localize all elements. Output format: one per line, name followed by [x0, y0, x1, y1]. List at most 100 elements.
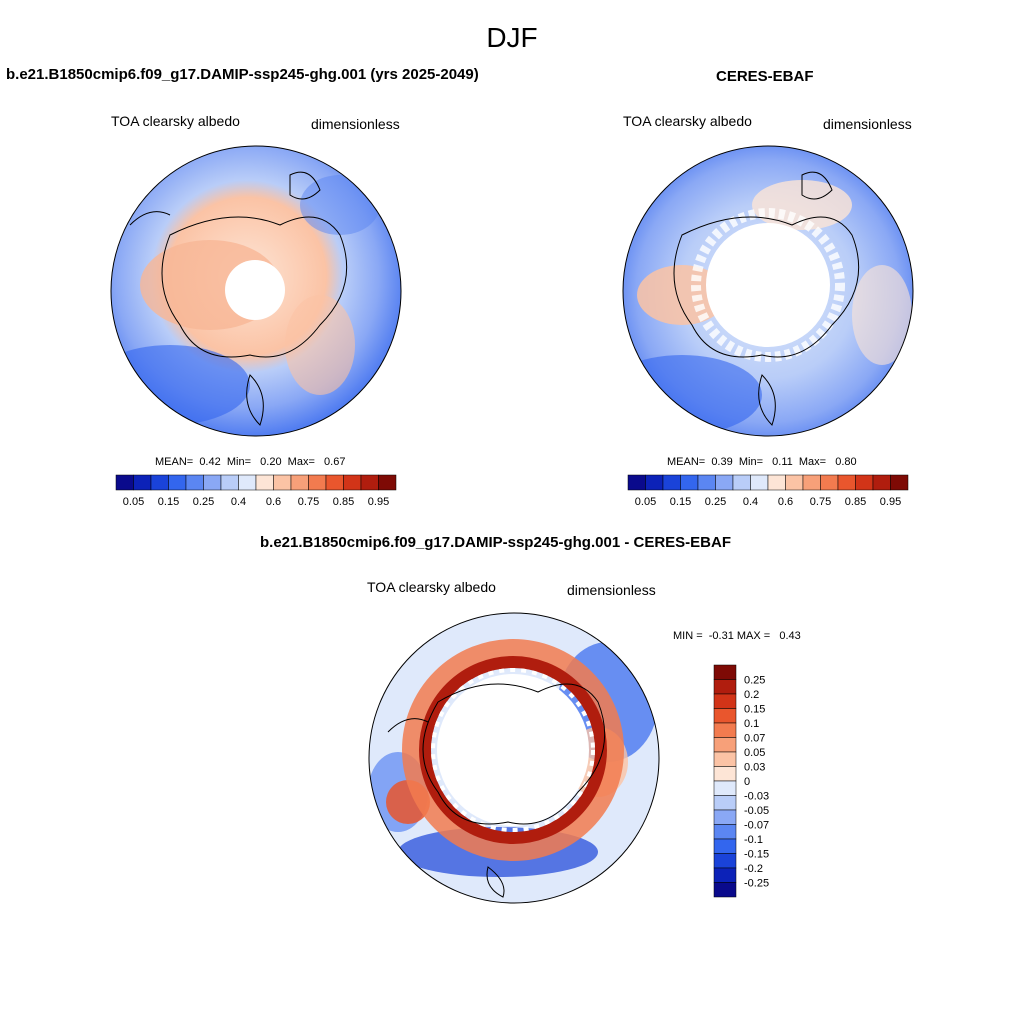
right-variable-label: TOA clearsky albedo	[623, 113, 752, 129]
colorbar-swatch	[713, 664, 737, 680]
colorbar-tick-label: 0.4	[231, 496, 246, 508]
left-polar-map	[110, 145, 402, 437]
colorbar-tick-label: 0.25	[193, 496, 214, 508]
colorbar-swatch	[115, 474, 134, 491]
left-stats: MEAN= 0.42 Min= 0.20 Max= 0.67	[155, 456, 346, 468]
right-units-label: dimensionless	[823, 116, 912, 132]
colorbar-swatch	[308, 474, 327, 491]
colorbar-swatch	[713, 737, 737, 753]
colorbar-tick-label: -0.07	[744, 820, 769, 832]
colorbar-swatch	[713, 780, 737, 796]
colorbar-swatch	[750, 474, 769, 491]
colorbar-swatch	[645, 474, 664, 491]
left-units-label: dimensionless	[311, 116, 400, 132]
colorbar-swatch	[713, 824, 737, 840]
colorbar-tick-label: 0.15	[670, 496, 691, 508]
colorbar-swatch	[713, 838, 737, 854]
colorbar-swatch	[713, 809, 737, 825]
colorbar-swatch	[713, 882, 737, 898]
colorbar-tick-label: 0.75	[810, 496, 831, 508]
colorbar-tick-label: 0.6	[778, 496, 793, 508]
pole-gap	[706, 223, 830, 347]
colorbar-tick-label: -0.03	[744, 791, 769, 803]
coastline	[161, 216, 348, 358]
colorbar-swatch	[767, 474, 786, 491]
eurasia-region	[637, 265, 727, 325]
diff-panel-title: b.e21.B1850cmip6.f09_g17.DAMIP-ssp245-gh…	[260, 534, 731, 551]
right-stats: MEAN= 0.39 Min= 0.11 Max= 0.80	[667, 456, 857, 468]
colorbar-tick-label: -0.2	[744, 863, 763, 875]
colorbar-tick-label: -0.05	[744, 805, 769, 817]
left-panel-title: b.e21.B1850cmip6.f09_g17.DAMIP-ssp245-gh…	[6, 66, 479, 83]
colorbar-swatch	[713, 679, 737, 695]
colorbar-tick-label: 0.95	[368, 496, 389, 508]
colorbar-tick-label: 0.6	[266, 496, 281, 508]
colorbar-tick-label: 0.25	[705, 496, 726, 508]
colorbar-swatch	[713, 708, 737, 724]
colorbar-swatch	[715, 474, 734, 491]
diff-polar-map	[368, 612, 660, 904]
colorbar-swatch	[713, 751, 737, 767]
colorbar-swatch	[713, 722, 737, 738]
colorbar-tick-label: -0.1	[744, 834, 763, 846]
coastline	[673, 216, 860, 358]
colorbar-swatch	[325, 474, 344, 491]
colorbar-swatch	[360, 474, 379, 491]
colorbar-swatch	[185, 474, 204, 491]
colorbar-swatch	[713, 795, 737, 811]
colorbar-swatch	[872, 474, 891, 491]
colorbar-tick-label: 0.15	[158, 496, 179, 508]
colorbar-swatch	[662, 474, 681, 491]
colorbar-swatch	[890, 474, 909, 491]
right-colorbar: 0.05 0.15 0.25 0.4 0.6 0.75 0.85 0.95	[627, 474, 909, 508]
colorbar-tick-label: 0.05	[744, 747, 765, 759]
colorbar-tick-label: 0.05	[635, 496, 656, 508]
colorbar-swatch	[238, 474, 257, 491]
right-polar-map	[622, 145, 914, 437]
colorbar-tick-label: 0.07	[744, 733, 765, 745]
colorbar-swatch	[378, 474, 397, 491]
colorbar-tick-label: 0.75	[298, 496, 319, 508]
right-panel-title: CERES-EBAF	[716, 68, 814, 85]
colorbar-swatch	[627, 474, 646, 491]
colorbar-swatch	[343, 474, 362, 491]
colorbar-swatch	[713, 867, 737, 883]
colorbar-swatch	[713, 693, 737, 709]
colorbar-tick-label: -0.25	[744, 878, 769, 890]
colorbar-tick-label: 0.25	[744, 675, 765, 687]
colorbar-swatch	[713, 853, 737, 869]
colorbar-swatch	[680, 474, 699, 491]
colorbar-swatch	[697, 474, 716, 491]
colorbar-tick-label: 0	[744, 776, 750, 788]
pole-gap	[437, 674, 589, 826]
diff-colorbar: 0.25 0.2 0.15 0.1 0.07 0.05 0.03 0 -0.03 -0.05 -0.…	[713, 664, 769, 898]
left-colorbar: 0.05 0.15 0.25 0.4 0.6 0.75 0.85 0.95	[115, 474, 397, 508]
colorbar-swatch	[820, 474, 839, 491]
colorbar-tick-label: 0.1	[744, 718, 759, 730]
colorbar-tick-label: 0.85	[845, 496, 866, 508]
colorbar-swatch	[150, 474, 169, 491]
diff-variable-label: TOA clearsky albedo	[367, 579, 496, 595]
coastline	[422, 683, 606, 825]
colorbar-swatch	[855, 474, 874, 491]
colorbar-tick-label: -0.15	[744, 849, 769, 861]
diff-stats: MIN = -0.31 MAX = 0.43	[673, 630, 801, 642]
colorbar-tick-label: 0.95	[880, 496, 901, 508]
colorbar-swatch	[837, 474, 856, 491]
colorbar-swatch	[168, 474, 187, 491]
colorbar-tick-label: 0.15	[744, 704, 765, 716]
colorbar-swatch	[255, 474, 274, 491]
colorbar-swatch	[220, 474, 239, 491]
colorbar-tick-label: 0.2	[744, 689, 759, 701]
colorbar-swatch	[273, 474, 292, 491]
colorbar-swatch	[732, 474, 751, 491]
colorbar-swatch	[133, 474, 152, 491]
colorbar-tick-label: 0.85	[333, 496, 354, 508]
colorbar-swatch	[785, 474, 804, 491]
colorbar-swatch	[802, 474, 821, 491]
colorbar-tick-label: 0.05	[123, 496, 144, 508]
pole-gap	[225, 260, 285, 320]
colorbar-swatch	[713, 766, 737, 782]
colorbar-tick-label: 0.4	[743, 496, 758, 508]
colorbar-swatch	[290, 474, 309, 491]
